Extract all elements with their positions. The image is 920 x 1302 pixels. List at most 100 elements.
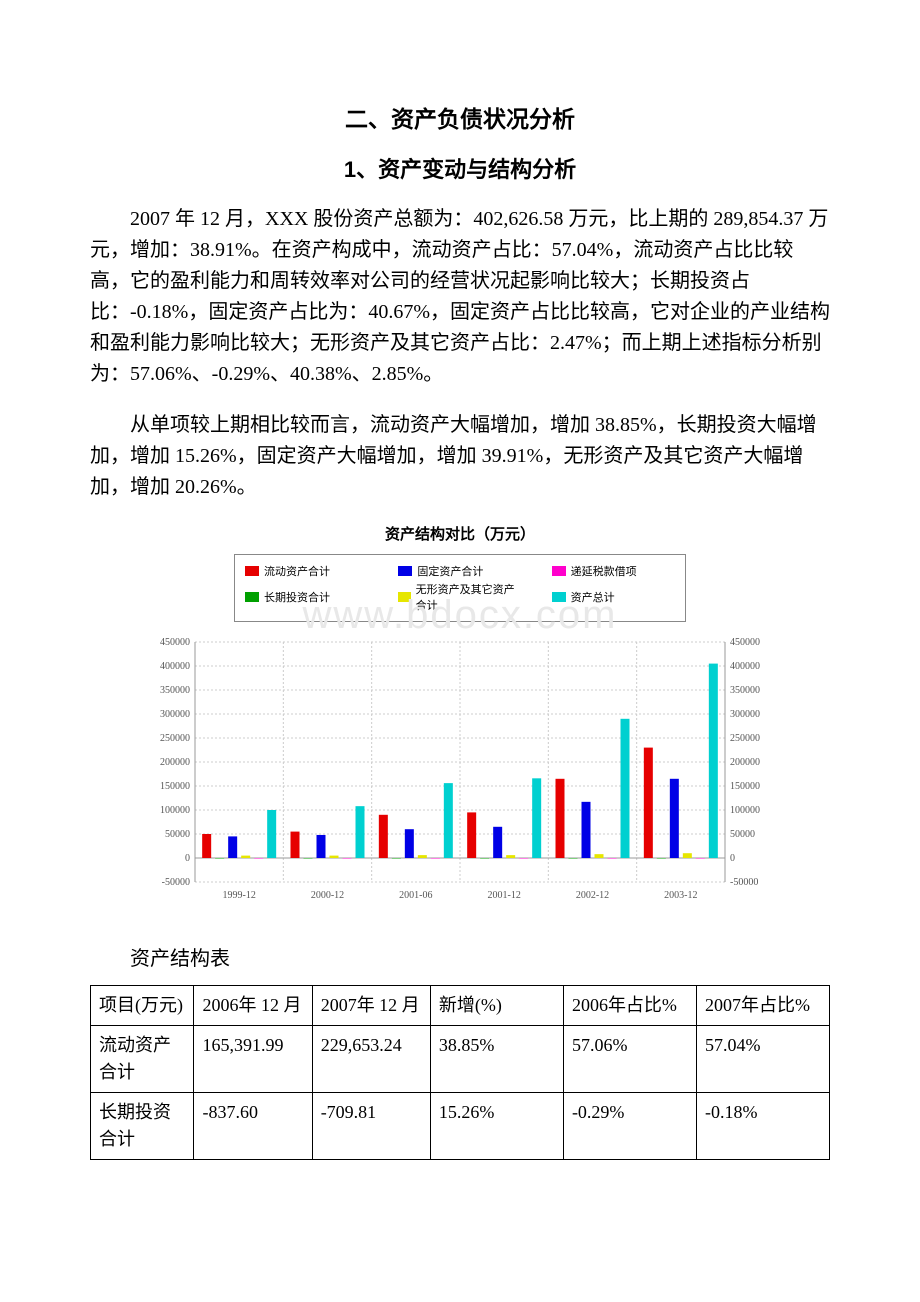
bar — [267, 810, 276, 858]
table-cell: 38.85% — [430, 1026, 563, 1093]
svg-text:-50000: -50000 — [162, 877, 190, 888]
paragraph-1: 2007 年 12 月，XXX 股份资产总额为：402,626.58 万元，比上… — [90, 204, 830, 390]
bar — [254, 858, 263, 859]
table-row: 流动资产合计165,391.99229,653.2438.85%57.06%57… — [91, 1026, 830, 1093]
bar — [519, 858, 528, 859]
bar — [228, 836, 237, 858]
bar — [379, 815, 388, 858]
chart-container: 资产结构对比（万元） 流动资产合计 固定资产合计 递延税款借项长期投资合计 无形资产及… — [130, 523, 790, 912]
svg-text:400000: 400000 — [160, 661, 190, 672]
bar — [595, 854, 604, 858]
svg-text:350000: 350000 — [730, 685, 760, 696]
bar — [608, 858, 617, 859]
legend-label: 无形资产及其它资产合计 — [416, 581, 522, 613]
legend-label: 固定资产合计 — [417, 563, 483, 579]
svg-text:0: 0 — [730, 853, 735, 864]
bar — [356, 806, 365, 858]
table-cell: -709.81 — [312, 1093, 430, 1160]
bar — [215, 858, 224, 859]
legend-swatch — [398, 566, 412, 576]
bar — [506, 855, 515, 858]
svg-text:200000: 200000 — [160, 757, 190, 768]
legend-item: 无形资产及其它资产合计 — [398, 581, 521, 613]
legend-item: 流动资产合计 — [245, 563, 368, 579]
table-caption: 资产结构表 — [90, 942, 830, 971]
table-row: 长期投资合计-837.60-709.8115.26%-0.29%-0.18% — [91, 1093, 830, 1160]
svg-text:150000: 150000 — [730, 781, 760, 792]
table-header-cell: 项目(万元) — [91, 986, 194, 1026]
bar — [670, 779, 679, 858]
legend-swatch — [398, 592, 410, 602]
table-cell: 15.26% — [430, 1093, 563, 1160]
table-cell: 流动资产合计 — [91, 1026, 194, 1093]
svg-text:100000: 100000 — [160, 805, 190, 816]
table-cell: 57.06% — [563, 1026, 696, 1093]
table-cell: -0.18% — [696, 1093, 829, 1160]
svg-text:350000: 350000 — [160, 685, 190, 696]
bar — [241, 856, 250, 858]
table-cell: 165,391.99 — [194, 1026, 312, 1093]
bar — [392, 858, 401, 859]
svg-text:450000: 450000 — [730, 637, 760, 648]
svg-text:0: 0 — [185, 853, 190, 864]
legend-item: 资产总计 — [552, 581, 675, 613]
table-header-cell: 新增(%) — [430, 986, 563, 1026]
legend-swatch — [552, 566, 566, 576]
legend-swatch — [552, 592, 566, 602]
svg-text:300000: 300000 — [730, 709, 760, 720]
svg-text:-50000: -50000 — [730, 877, 758, 888]
table-cell: 229,653.24 — [312, 1026, 430, 1093]
bar-chart: -50000 -50000 0 0 50000 50000 100000 100000 1500… — [140, 632, 780, 912]
bar — [480, 858, 489, 859]
asset-structure-table: 项目(万元)2006年 12 月2007年 12 月新增(%)2006年占比%2… — [90, 985, 830, 1160]
x-tick-label: 2001-12 — [487, 890, 520, 901]
table-cell: -0.29% — [563, 1093, 696, 1160]
legend-item: 长期投资合计 — [245, 581, 368, 613]
bar — [683, 853, 692, 858]
table-cell: 长期投资合计 — [91, 1093, 194, 1160]
bar — [431, 858, 440, 859]
chart-legend: 流动资产合计 固定资产合计 递延税款借项长期投资合计 无形资产及其它资产合计资产总计 — [234, 554, 686, 622]
paragraph-2: 从单项较上期相比较而言，流动资产大幅增加，增加 38.85%，长期投资大幅增加，… — [90, 410, 830, 503]
svg-text:300000: 300000 — [160, 709, 190, 720]
chart-title: 资产结构对比（万元） — [130, 523, 790, 544]
svg-text:450000: 450000 — [160, 637, 190, 648]
legend-item: 固定资产合计 — [398, 563, 521, 579]
x-tick-label: 2001-06 — [399, 890, 432, 901]
x-tick-label: 1999-12 — [222, 890, 255, 901]
bar — [621, 719, 630, 858]
svg-text:150000: 150000 — [160, 781, 190, 792]
svg-text:400000: 400000 — [730, 661, 760, 672]
svg-text:50000: 50000 — [165, 829, 190, 840]
svg-text:100000: 100000 — [730, 805, 760, 816]
bar — [709, 664, 718, 858]
svg-text:250000: 250000 — [730, 733, 760, 744]
svg-text:50000: 50000 — [730, 829, 755, 840]
subsection-heading: 1、资产变动与结构分析 — [90, 152, 830, 184]
svg-text:200000: 200000 — [730, 757, 760, 768]
table-header-row: 项目(万元)2006年 12 月2007年 12 月新增(%)2006年占比%2… — [91, 986, 830, 1026]
x-tick-label: 2000-12 — [311, 890, 344, 901]
bar — [304, 858, 313, 859]
bar — [317, 835, 326, 858]
bar — [696, 858, 705, 859]
svg-text:250000: 250000 — [160, 733, 190, 744]
bar — [444, 783, 453, 858]
table-header-cell: 2007年占比% — [696, 986, 829, 1026]
bar — [644, 748, 653, 858]
bar — [556, 779, 565, 858]
legend-label: 递延税款借项 — [571, 563, 637, 579]
bar — [657, 858, 666, 859]
bar — [493, 827, 502, 858]
x-tick-label: 2003-12 — [664, 890, 697, 901]
section-heading: 二、资产负债状况分析 — [90, 100, 830, 134]
legend-label: 长期投资合计 — [264, 589, 330, 605]
table-header-cell: 2007年 12 月 — [312, 986, 430, 1026]
legend-swatch — [245, 566, 259, 576]
bar — [202, 834, 211, 858]
legend-swatch — [245, 592, 259, 602]
bar — [569, 858, 578, 859]
bar — [343, 858, 352, 859]
bar — [467, 812, 476, 858]
bar — [291, 832, 300, 858]
